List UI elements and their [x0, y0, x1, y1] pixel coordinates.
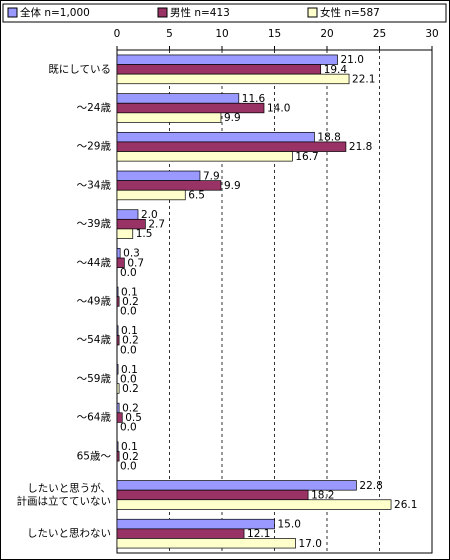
legend-label: 全体 n=1,000	[20, 6, 90, 19]
bar	[116, 209, 139, 220]
bar	[116, 383, 120, 394]
legend-label: 男性 n=413	[170, 6, 230, 19]
value-label: 22.8	[359, 480, 382, 492]
bar	[116, 112, 222, 123]
bar	[116, 257, 125, 268]
bar	[116, 131, 315, 143]
x-tick-label: 5	[166, 28, 173, 40]
y-tick-label: 65歳～	[77, 450, 112, 462]
value-label: 14.0	[267, 103, 290, 115]
value-label: 16.7	[295, 151, 318, 163]
value-label: 0.0	[120, 267, 137, 279]
bar	[116, 489, 309, 501]
bar	[116, 73, 350, 85]
value-label: 0.2	[122, 402, 139, 414]
value-label: 0.0	[120, 306, 137, 318]
value-label: 0.1	[121, 364, 138, 376]
x-tick-label: 0	[114, 28, 121, 40]
y-tick-label: ～44歳	[77, 257, 112, 269]
bar	[116, 441, 119, 452]
value-label: 0.3	[123, 248, 140, 260]
value-label: 18.8	[317, 132, 340, 144]
bar	[116, 364, 119, 375]
y-tick-label: 既にしている	[48, 63, 111, 75]
bar	[116, 335, 120, 346]
bar	[116, 286, 119, 298]
bar	[116, 93, 240, 104]
y-tick-label: ～49歳	[77, 296, 112, 308]
value-label: 1.5	[136, 228, 153, 240]
value-label: 0.2	[122, 383, 139, 395]
bar	[116, 499, 392, 510]
value-label: 19.4	[324, 64, 348, 76]
value-label: 22.1	[352, 73, 375, 85]
value-label: 6.5	[188, 190, 205, 202]
bar	[116, 538, 296, 549]
value-label: 11.6	[242, 93, 266, 105]
bar	[116, 402, 120, 414]
bar	[116, 54, 338, 65]
bar	[116, 228, 134, 239]
value-label: 12.1	[247, 528, 270, 540]
value-label: 0.2	[122, 296, 139, 308]
y-tick-label: ～29歳	[77, 141, 112, 153]
bar	[116, 170, 201, 181]
legend-swatch	[307, 7, 318, 18]
x-tick-label: 20	[320, 28, 333, 40]
x-tick-label: 25	[373, 28, 386, 40]
y-tick-label: ～34歳	[77, 179, 112, 191]
bar	[116, 325, 119, 336]
x-tick-label: 10	[215, 28, 228, 40]
value-label: 26.1	[394, 499, 417, 511]
bar	[116, 412, 123, 423]
value-label: 0.2	[122, 335, 139, 347]
x-tick-label: 30	[425, 28, 438, 40]
y-tick-label: ～54歳	[77, 334, 112, 346]
legend-label: 女性 n=587	[320, 6, 380, 19]
value-label: 0.0	[120, 373, 137, 385]
value-label: 0.0	[120, 460, 137, 472]
value-label: 9.9	[224, 112, 241, 124]
value-label: 2.7	[148, 219, 165, 231]
value-label: 0.1	[121, 325, 138, 337]
y-tick-label: ～64歳	[77, 412, 112, 424]
value-label: 21.0	[341, 54, 364, 66]
value-label: 0.2	[122, 451, 139, 463]
bar	[116, 528, 245, 539]
legend-swatch	[157, 7, 168, 18]
y-tick-label: ～39歳	[77, 218, 112, 230]
legend-box	[2, 3, 447, 23]
value-label: 0.0	[120, 422, 137, 434]
y-tick-label: ～59歳	[77, 373, 112, 385]
value-label: 7.9	[203, 170, 220, 182]
bar	[116, 296, 120, 307]
value-label: 0.7	[127, 257, 144, 269]
bar	[116, 248, 121, 259]
value-label: 15.0	[278, 519, 301, 531]
x-tick-label: 15	[268, 28, 281, 40]
value-label: 0.5	[125, 412, 142, 424]
y-tick-label: したいと思わない	[27, 528, 111, 540]
value-label: 0.1	[121, 286, 138, 298]
bar	[116, 451, 120, 462]
value-label: 18.2	[311, 489, 334, 501]
bar	[116, 64, 322, 75]
value-label: 9.9	[224, 180, 241, 192]
bar	[116, 102, 265, 114]
bar	[116, 189, 186, 201]
value-label: 17.0	[299, 538, 322, 550]
legend-swatch	[7, 7, 18, 18]
value-label: 0.1	[121, 441, 138, 453]
bar	[116, 180, 222, 191]
bar	[116, 151, 293, 162]
value-label: 21.8	[349, 141, 372, 153]
value-label: 2.0	[141, 209, 158, 221]
value-label: 0.0	[120, 344, 137, 356]
y-tick-label: したいと思うが、計画は立てていない	[17, 481, 112, 507]
y-tick-label: ～24歳	[77, 102, 112, 114]
